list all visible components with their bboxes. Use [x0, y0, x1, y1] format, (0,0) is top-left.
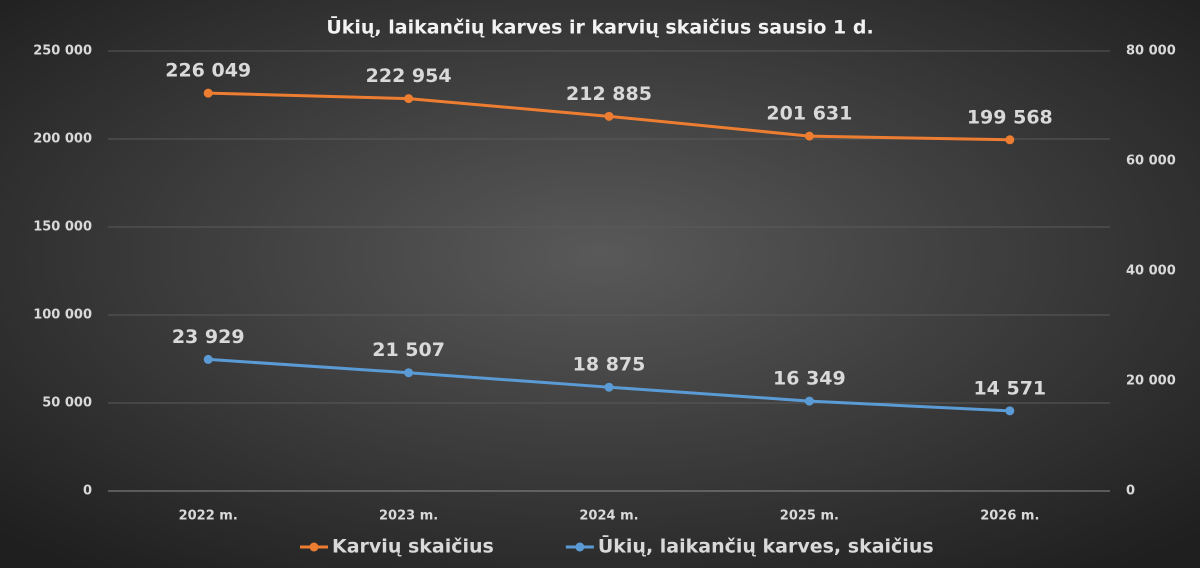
data-label: 222 954	[366, 65, 452, 87]
y2-tick-label: 0	[1126, 484, 1135, 499]
legend-marker	[309, 542, 319, 552]
point	[203, 88, 213, 98]
point	[404, 94, 414, 104]
point	[404, 368, 414, 378]
x-tick-label: 2023 m.	[379, 509, 438, 524]
x-tick-label: 2022 m.	[179, 509, 238, 524]
point	[804, 131, 814, 141]
data-label: 18 875	[573, 354, 646, 376]
data-label: 201 631	[766, 103, 852, 125]
y-tick-label: 150 000	[33, 220, 92, 235]
y-tick-label: 0	[83, 484, 92, 499]
x-tick-label: 2024 m.	[579, 509, 638, 524]
y2-tick-label: 40 000	[1126, 264, 1176, 279]
y-tick-label: 250 000	[33, 44, 92, 59]
y-tick-label: 50 000	[42, 396, 92, 411]
point	[804, 396, 814, 406]
data-label: 21 507	[372, 339, 445, 361]
y2-tick-label: 80 000	[1126, 44, 1176, 59]
y2-tick-label: 20 000	[1126, 374, 1176, 389]
data-label: 226 049	[165, 60, 251, 82]
point	[1005, 406, 1015, 416]
data-label: 14 571	[973, 377, 1046, 399]
legend-label: Karvių skaičius	[332, 536, 494, 558]
x-tick-label: 2025 m.	[780, 509, 839, 524]
data-label: 212 885	[566, 83, 652, 105]
point	[203, 354, 213, 364]
chart-title: Ūkių, laikančių karves ir karvių skaičiu…	[326, 16, 873, 39]
data-label: 199 568	[967, 106, 1053, 128]
legend-marker	[575, 542, 585, 552]
y-tick-label: 100 000	[33, 308, 92, 323]
legend-label: Ūkių, laikančių karves, skaičius	[598, 535, 934, 558]
point	[1005, 135, 1015, 145]
y2-tick-label: 60 000	[1126, 154, 1176, 169]
data-label: 23 929	[172, 326, 245, 348]
point	[604, 111, 614, 121]
x-tick-label: 2026 m.	[980, 509, 1039, 524]
y-tick-label: 200 000	[33, 132, 92, 147]
data-label: 16 349	[773, 368, 846, 390]
point	[604, 382, 614, 392]
